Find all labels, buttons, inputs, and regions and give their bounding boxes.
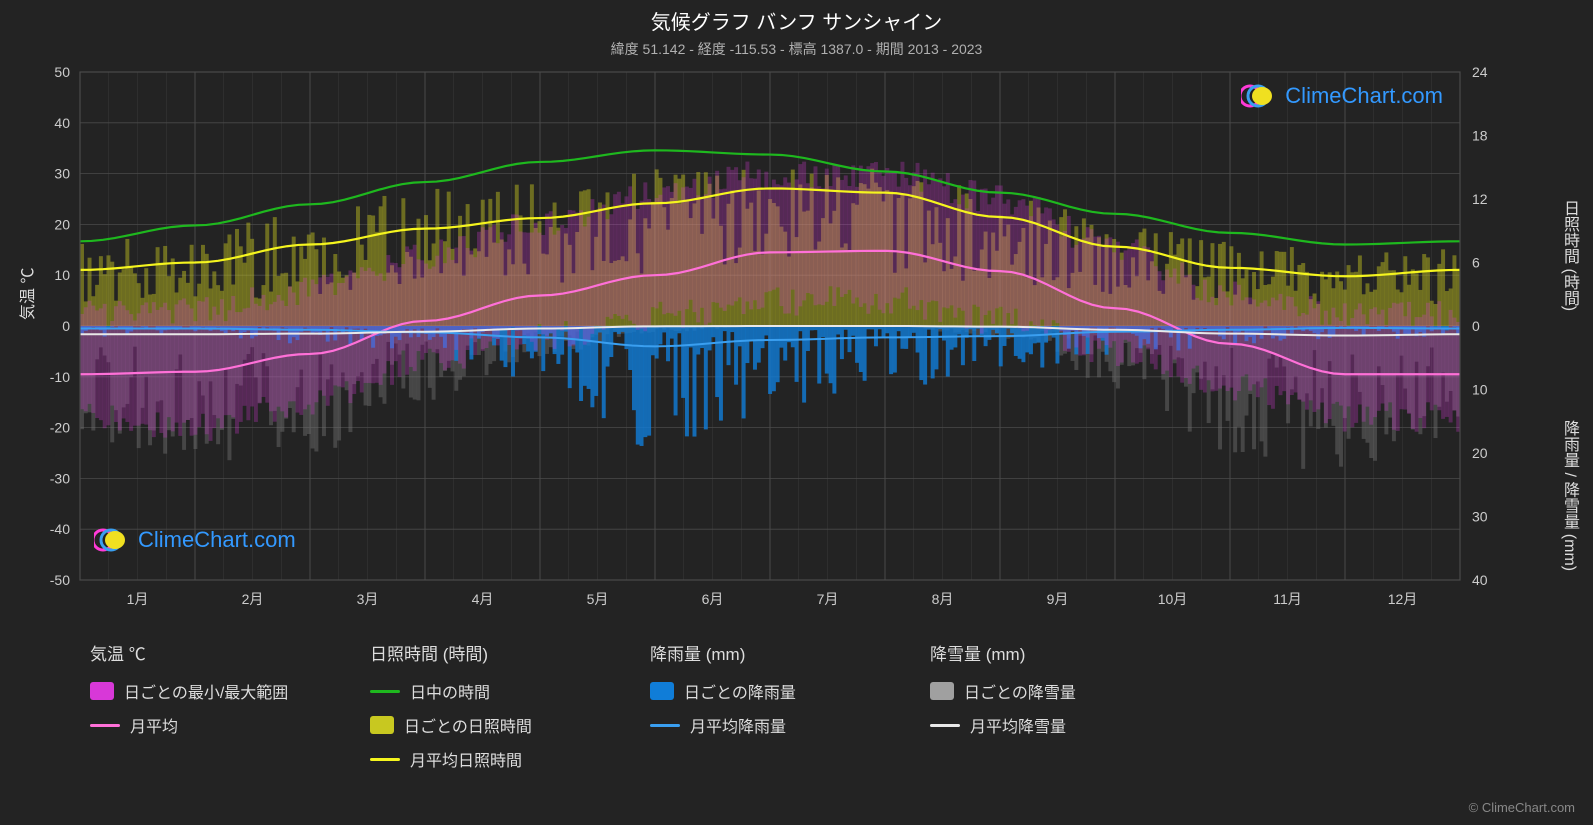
- svg-text:6: 6: [1472, 255, 1480, 271]
- svg-text:24: 24: [1472, 64, 1488, 80]
- svg-text:4月: 4月: [472, 591, 494, 607]
- legend-swatch-icon: [90, 682, 114, 700]
- svg-text:12: 12: [1472, 191, 1488, 207]
- legend-header: 気温 ℃: [90, 640, 310, 665]
- y-axis-left-label: 気温 ℃: [14, 268, 38, 320]
- chart-plot: 1月 2月 3月 4月 5月 6月 7月 8月 9月 10月 11月 12月 -50 -40 -30 -20 -…: [0, 0, 1593, 625]
- svg-text:7月: 7月: [817, 591, 839, 607]
- legend-header: 降雪量 (mm): [930, 640, 1150, 665]
- legend-line-icon: [90, 724, 120, 727]
- legend-header: 日照時間 (時間): [370, 640, 590, 665]
- legend-label: 日ごとの降雨量: [684, 679, 796, 703]
- legend-item: 日ごとの最小/最大範囲: [90, 679, 310, 703]
- svg-text:5月: 5月: [587, 591, 609, 607]
- svg-text:-10: -10: [50, 369, 70, 385]
- legend-header: 降雨量 (mm): [650, 640, 870, 665]
- legend-item: 月平均日照時間: [370, 747, 590, 771]
- svg-text:30: 30: [54, 166, 70, 182]
- copyright-text: © ClimeChart.com: [1469, 800, 1575, 815]
- svg-text:6月: 6月: [702, 591, 724, 607]
- svg-text:10月: 10月: [1158, 591, 1188, 607]
- legend-line-icon: [370, 690, 400, 693]
- legend-item: 月平均: [90, 713, 310, 737]
- legend-label: 日ごとの日照時間: [404, 713, 532, 737]
- y-axis-right-top-label: 日照時間 (時間): [1557, 200, 1581, 311]
- legend-label: 日ごとの最小/最大範囲: [124, 679, 288, 703]
- svg-text:11月: 11月: [1273, 591, 1302, 607]
- svg-text:0: 0: [1472, 318, 1480, 334]
- legend-label: 月平均: [130, 713, 178, 737]
- legend-label: 月平均降雨量: [690, 713, 786, 737]
- svg-text:40: 40: [1472, 572, 1488, 588]
- legend-item: 月平均降雪量: [930, 713, 1150, 737]
- legend-label: 日中の時間: [410, 679, 490, 703]
- legend-label: 月平均降雪量: [970, 713, 1066, 737]
- svg-text:-20: -20: [50, 420, 70, 436]
- legend-line-icon: [650, 724, 680, 727]
- svg-text:0: 0: [62, 318, 70, 334]
- legend-label: 日ごとの降雪量: [964, 679, 1076, 703]
- svg-text:18: 18: [1472, 128, 1488, 144]
- svg-text:50: 50: [54, 64, 70, 80]
- legend-item: 日ごとの日照時間: [370, 713, 590, 737]
- svg-text:20: 20: [1472, 445, 1488, 461]
- svg-text:40: 40: [54, 115, 70, 131]
- legend-label: 月平均日照時間: [410, 747, 522, 771]
- legend-line-icon: [370, 758, 400, 761]
- legend-column: 降雪量 (mm) 日ごとの降雪量月平均降雪量: [930, 640, 1150, 771]
- y-axis-right-bottom-label: 降雨量 / 降雪量 (mm): [1557, 420, 1581, 571]
- legend-item: 日ごとの降雪量: [930, 679, 1150, 703]
- svg-text:20: 20: [54, 216, 70, 232]
- svg-text:2月: 2月: [242, 591, 264, 607]
- svg-text:9月: 9月: [1047, 591, 1069, 607]
- svg-text:10: 10: [1472, 382, 1488, 398]
- legend: 気温 ℃ 日ごとの最小/最大範囲月平均 日照時間 (時間) 日中の時間日ごとの日照時間…: [90, 640, 1503, 771]
- svg-text:-30: -30: [50, 470, 70, 486]
- legend-column: 日照時間 (時間) 日中の時間日ごとの日照時間月平均日照時間: [370, 640, 590, 771]
- legend-item: 月平均降雨量: [650, 713, 870, 737]
- svg-text:8月: 8月: [932, 591, 954, 607]
- climate-chart: 気候グラフ バンフ サンシャイン 緯度 51.142 - 経度 -115.53 …: [0, 0, 1593, 825]
- svg-text:1月: 1月: [127, 591, 149, 607]
- svg-text:30: 30: [1472, 509, 1488, 525]
- legend-column: 気温 ℃ 日ごとの最小/最大範囲月平均: [90, 640, 310, 771]
- legend-line-icon: [930, 724, 960, 727]
- svg-text:10: 10: [54, 267, 70, 283]
- svg-text:-50: -50: [50, 572, 70, 588]
- svg-text:3月: 3月: [357, 591, 379, 607]
- svg-text:-40: -40: [50, 521, 70, 537]
- legend-swatch-icon: [370, 716, 394, 734]
- legend-item: 日中の時間: [370, 679, 590, 703]
- legend-item: 日ごとの降雨量: [650, 679, 870, 703]
- legend-swatch-icon: [650, 682, 674, 700]
- legend-column: 降雨量 (mm) 日ごとの降雨量月平均降雨量: [650, 640, 870, 771]
- svg-text:12月: 12月: [1388, 591, 1418, 607]
- legend-swatch-icon: [930, 682, 954, 700]
